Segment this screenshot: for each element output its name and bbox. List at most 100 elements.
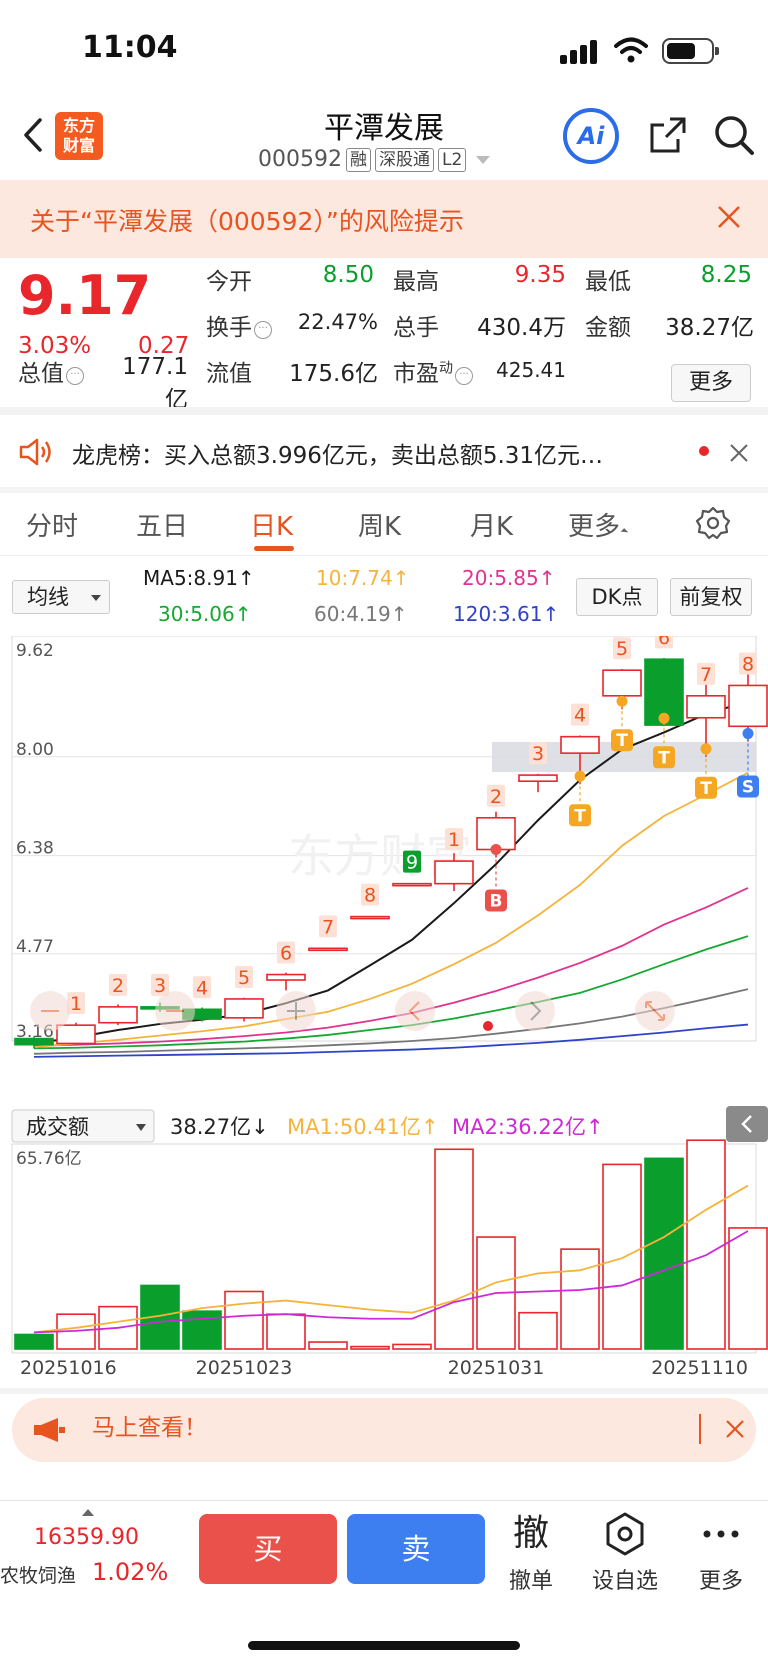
close-icon[interactable]	[716, 204, 742, 230]
tab-weekly-k[interactable]: 周K	[358, 512, 402, 542]
signal-dot	[658, 712, 670, 724]
tab-five-day[interactable]: 五日	[136, 512, 189, 542]
tab-daily-k[interactable]: 日K	[250, 512, 294, 542]
expand-icon	[645, 1001, 665, 1021]
info-icon[interactable]: ···	[66, 367, 84, 385]
forward-adjust-label: 前复权	[679, 585, 743, 609]
close-icon[interactable]	[728, 442, 750, 464]
ma30-value: 30:5.06↑	[158, 602, 252, 626]
ai-assistant-button[interactable]: Ai	[563, 108, 619, 164]
tab-more[interactable]: 更多	[568, 506, 629, 543]
sector-index-value[interactable]: 16359.90	[34, 1525, 139, 1550]
candle: 1	[56, 992, 96, 1045]
candle-body	[518, 774, 558, 783]
indicator-selector[interactable]: 均线	[12, 580, 110, 614]
candle-body	[350, 915, 390, 920]
stock-header: 东方 财富 平潭发展 000592 融 深股通 L2 Ai	[0, 95, 768, 180]
more-quote-button[interactable]: 更多	[671, 364, 751, 402]
td-count-badge	[697, 662, 715, 685]
stock-name: 平潭发展	[324, 111, 444, 146]
candle-body	[266, 973, 306, 981]
share-icon[interactable]	[646, 113, 690, 157]
td-count-badge	[319, 915, 337, 938]
cancel-order-label: 撤单	[508, 1569, 553, 1594]
info-icon[interactable]: ···	[254, 321, 272, 339]
tab-monthly-k[interactable]: 月K	[470, 512, 514, 542]
add-watchlist-button[interactable]: 设自选	[590, 1511, 660, 1595]
signal-dot	[574, 770, 586, 782]
td-count-badge	[613, 637, 631, 660]
signal-badge	[569, 804, 591, 827]
status-bar: 11:04	[0, 0, 768, 90]
buy-button[interactable]: 买	[199, 1514, 337, 1584]
promo-banner[interactable]: 马上查看！	[12, 1398, 756, 1462]
float-label: 流值	[206, 361, 252, 387]
more-menu-label: 更多	[698, 1569, 743, 1594]
float-value: 175.6亿	[289, 361, 378, 387]
signal-label: B	[490, 891, 503, 911]
td-count-label: 3	[532, 743, 544, 765]
candle: 8	[728, 652, 768, 742]
info-icon[interactable]: ···	[455, 367, 473, 385]
volume-current: 38.27亿↓	[170, 1115, 269, 1139]
expand-up-icon[interactable]	[82, 1509, 94, 1516]
volume-selector[interactable]: 成交额	[11, 1109, 155, 1143]
chevron-down-icon	[476, 155, 491, 164]
cancel-order-button[interactable]: 撤 撤单	[496, 1511, 566, 1595]
logo-line-1: 东方	[62, 116, 95, 135]
volume-bar	[224, 1290, 264, 1350]
divider	[0, 407, 768, 415]
wifi-icon	[614, 37, 648, 63]
connect-tag: 深股通	[374, 147, 434, 172]
signal-label: T	[700, 779, 712, 799]
last-price: 9.17	[18, 264, 152, 327]
search-icon[interactable]	[712, 113, 756, 157]
chart-minus-control	[30, 991, 70, 1031]
candle-body	[560, 735, 600, 754]
volume-ma2: MA2:36.22亿↑	[452, 1115, 604, 1139]
risk-warning-banner[interactable]: 关于“平潭发展（000592）”的风险提示	[0, 180, 768, 258]
dragon-tiger-news[interactable]: 龙虎榜：买入总额3.996亿元，卖出总额5.31亿元…	[0, 414, 768, 490]
sell-button[interactable]: 卖	[347, 1514, 485, 1584]
td-count-badge	[151, 973, 169, 996]
stock-code-line[interactable]: 000592 融 深股通 L2	[258, 147, 491, 172]
volume-bar	[602, 1163, 642, 1350]
ma60-value: 60:4.19↑	[314, 602, 408, 626]
chevron-left-icon	[741, 1115, 752, 1133]
candle: 5	[224, 965, 264, 1022]
sector-change[interactable]: 1.02%	[92, 1558, 169, 1586]
td-count-label: 9	[406, 852, 418, 874]
signal-dot	[616, 695, 628, 707]
back-arrow-icon[interactable]	[18, 115, 48, 155]
forward-adjust-button[interactable]: 前复权	[670, 578, 752, 616]
app-logo[interactable]: 东方 财富	[55, 112, 103, 160]
td-count-label: 1	[448, 829, 460, 851]
td-count-badge	[235, 965, 253, 988]
close-icon[interactable]	[724, 1418, 746, 1440]
chart-minus-control	[155, 991, 195, 1031]
tab-intraday[interactable]: 分时	[26, 512, 79, 542]
dk-point-button[interactable]: DK点	[576, 578, 658, 616]
volume-chart[interactable]: 成交额 38.27亿↓ MA1:50.41亿↑ MA2:36.22亿↑ 65.76亿 20…	[0, 1106, 768, 1388]
candle-body	[728, 684, 768, 728]
signal-dot	[700, 743, 712, 755]
td-count-label: 2	[490, 786, 502, 808]
volume-bar	[308, 1341, 348, 1350]
low-value: 8.25	[700, 262, 752, 288]
cancel-order-icon: 撤	[512, 1513, 549, 1554]
td-count-badge	[403, 850, 421, 873]
signal-marker: T	[653, 712, 675, 769]
td-count-label: 7	[700, 664, 712, 686]
candle-body	[434, 860, 474, 885]
candle	[14, 1036, 54, 1049]
gear-icon[interactable]	[695, 505, 731, 541]
collapse-tab[interactable]	[726, 1106, 768, 1142]
more-menu-button[interactable]: 更多	[686, 1511, 756, 1595]
candle-body	[686, 695, 726, 719]
sector-name[interactable]: 农牧饲渔	[0, 1565, 77, 1587]
signal-label: T	[658, 748, 670, 768]
td-count-label: 5	[238, 967, 250, 989]
volume-ma1: MA1:50.41亿↑	[287, 1115, 439, 1139]
add-watchlist-label: 设自选	[591, 1569, 658, 1594]
